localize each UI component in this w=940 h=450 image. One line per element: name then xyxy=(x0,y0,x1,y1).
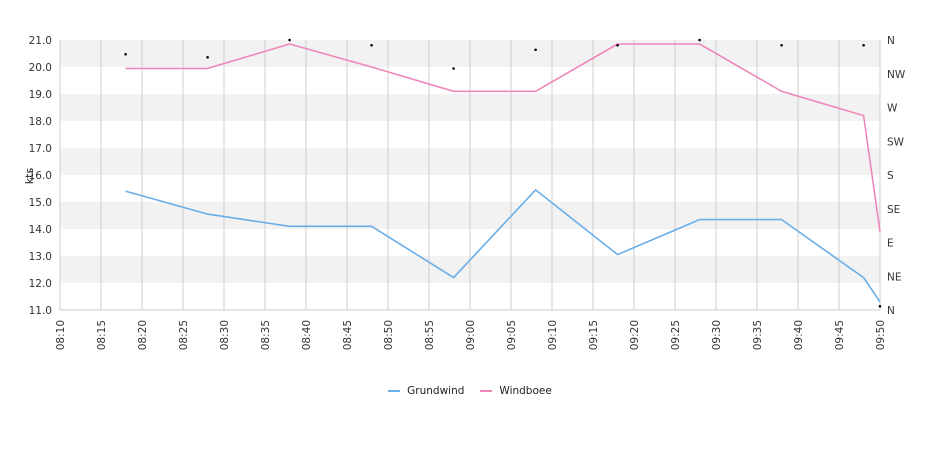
y-tick-label: 19.0 xyxy=(29,89,52,101)
x-tick-label: 09:25 xyxy=(670,320,682,350)
legend-swatch-grundwind xyxy=(388,390,401,392)
y-tick-label: 16.0 xyxy=(29,170,52,182)
direction-point xyxy=(780,43,783,47)
y-tick-label: 17.0 xyxy=(29,143,52,155)
direction-point xyxy=(616,43,619,47)
direction-point xyxy=(124,52,127,56)
legend-item-windboee[interactable]: Windboee xyxy=(480,385,552,397)
y-tick-label: 15.0 xyxy=(29,197,52,209)
x-tick-label: 09:05 xyxy=(506,320,518,350)
x-tick-label: 08:30 xyxy=(219,320,231,350)
x-tick-label: 09:10 xyxy=(547,320,559,350)
y2-tick-label: N xyxy=(887,35,895,47)
x-tick-label: 08:40 xyxy=(301,320,313,350)
y2-tick-label: W xyxy=(887,103,898,115)
x-tick-label: 09:35 xyxy=(752,320,764,350)
series-lines xyxy=(125,43,881,303)
y2-tick-label: S xyxy=(887,170,894,182)
x-tick-label: 08:25 xyxy=(178,320,190,350)
y2-tick-label: E xyxy=(887,238,894,250)
direction-point xyxy=(534,48,537,52)
x-tick-label: 09:00 xyxy=(465,320,477,350)
x-tick-label: 09:20 xyxy=(629,320,641,350)
y-tick-label: 13.0 xyxy=(29,251,52,263)
y2-axis-ticks: N NE E SE S SW W NW N xyxy=(887,35,906,317)
direction-point xyxy=(452,67,455,70)
direction-point xyxy=(206,55,209,59)
x-tick-label: 08:20 xyxy=(137,320,149,350)
y-tick-label: 11.0 xyxy=(29,305,52,317)
direction-point xyxy=(698,38,701,42)
y-axis-ticks: 11.0 12.0 13.0 14.0 15.0 16.0 17.0 18.0 19.0 20.0… xyxy=(29,35,52,317)
series-line-grundwind xyxy=(125,189,881,303)
x-tick-label: 09:45 xyxy=(834,320,846,350)
legend: Grundwind Windboee xyxy=(0,385,940,397)
legend-label-grundwind: Grundwind xyxy=(407,385,465,397)
x-tick-label: 08:10 xyxy=(55,320,67,350)
x-tick-label: 08:50 xyxy=(383,320,395,350)
direction-points xyxy=(124,38,882,308)
vertical-gridlines xyxy=(59,40,881,310)
direction-point xyxy=(370,43,373,47)
legend-label-windboee: Windboee xyxy=(499,385,552,397)
x-tick-label: 08:55 xyxy=(424,320,436,350)
series-line-windboee xyxy=(125,43,881,232)
y2-tick-label: SE xyxy=(887,204,900,216)
x-axis-ticks: 08:10 08:15 08:20 08:25 08:30 08:35 08:40 08:45… xyxy=(55,320,887,350)
x-tick-label: 08:45 xyxy=(342,320,354,350)
x-tick-label: 08:15 xyxy=(96,320,108,350)
direction-point xyxy=(862,43,865,47)
direction-point xyxy=(878,304,882,308)
x-tick-label: 09:15 xyxy=(588,320,600,350)
y-tick-label: 21.0 xyxy=(29,35,52,47)
legend-item-grundwind[interactable]: Grundwind xyxy=(388,385,464,397)
y-tick-label: 14.0 xyxy=(29,224,52,236)
x-tick-label: 09:50 xyxy=(875,320,887,350)
y2-tick-label: N xyxy=(887,305,895,317)
legend-swatch-windboee xyxy=(480,390,493,392)
y-tick-label: 20.0 xyxy=(29,62,52,74)
y-axis-title: kts xyxy=(23,168,36,185)
y-tick-label: 12.0 xyxy=(29,278,52,290)
y2-tick-label: NE xyxy=(887,271,902,283)
x-tick-label: 09:40 xyxy=(793,320,805,350)
y2-tick-label: SW xyxy=(887,136,905,148)
x-tick-label: 08:35 xyxy=(260,320,272,350)
y2-tick-label: NW xyxy=(887,69,906,81)
y-tick-label: 18.0 xyxy=(29,116,52,128)
direction-point xyxy=(288,38,291,42)
x-tick-label: 09:30 xyxy=(711,320,723,350)
